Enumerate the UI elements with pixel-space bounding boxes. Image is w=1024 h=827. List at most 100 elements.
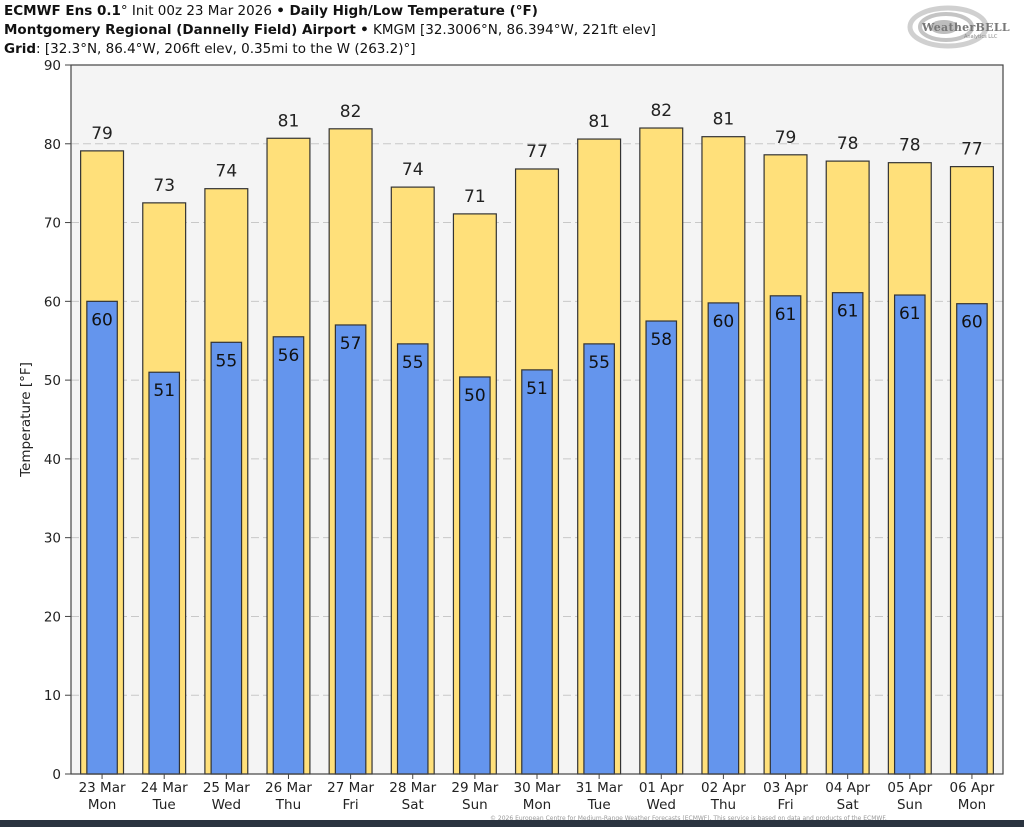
high-temp-label: 78 — [899, 136, 921, 156]
x-tick-date: 30 Mar — [514, 780, 561, 796]
footer-copyright: © 2026 European Centre for Medium-Range … — [490, 815, 887, 822]
low-temp-bar — [707, 302, 740, 775]
x-tick-weekday: Mon — [958, 797, 986, 813]
bottom-bar — [0, 820, 1024, 827]
low-temp-bar — [210, 341, 243, 775]
x-tick-date: 31 Mar — [576, 780, 623, 796]
y-axis-ticks: 0 10 20 30 40 50 60 70 80 90 — [44, 58, 71, 783]
bullet-separator: • — [276, 3, 285, 19]
header-line-2: Montgomery Regional (Dannelly Field) Air… — [4, 21, 656, 40]
x-tick-date: 25 Mar — [203, 780, 250, 796]
low-temp-label: 51 — [153, 381, 175, 401]
high-temp-label: 78 — [837, 134, 859, 154]
low-temp-bar — [272, 336, 305, 775]
high-temp-label: 82 — [340, 102, 362, 122]
model-degree: ° — [120, 3, 128, 19]
grid-info: : [32.3°N, 86.4°W, 206ft elev, 0.35mi to… — [36, 41, 416, 57]
x-tick-date: 26 Mar — [265, 780, 312, 796]
x-tick-date: 28 Mar — [389, 780, 436, 796]
x-tick-weekday: Thu — [710, 797, 736, 813]
high-temp-label: 81 — [588, 112, 610, 132]
y-tick-label: 40 — [44, 452, 61, 468]
high-temp-label: 79 — [775, 128, 797, 148]
station-info: KMGM [32.3006°N, 86.394°W, 221ft elev] — [368, 22, 656, 38]
bullet-separator: • — [360, 22, 369, 38]
low-temp-label: 55 — [216, 351, 238, 371]
low-temp-bar — [645, 320, 678, 775]
high-temp-label: 81 — [278, 111, 300, 131]
x-tick-date: 06 Apr — [950, 780, 995, 796]
low-temp-label: 60 — [961, 313, 983, 333]
high-temp-label: 73 — [153, 176, 175, 196]
y-tick-label: 70 — [44, 216, 61, 232]
x-tick-weekday: Sun — [897, 797, 923, 813]
x-tick-date: 02 Apr — [701, 780, 746, 796]
x-tick-date: 23 Mar — [79, 780, 126, 796]
x-tick-date: 24 Mar — [141, 780, 188, 796]
low-temp-label: 61 — [775, 305, 797, 325]
x-tick-date: 01 Apr — [639, 780, 684, 796]
low-temp-label: 50 — [464, 386, 486, 406]
x-tick-weekday: Tue — [587, 797, 611, 813]
low-temp-label: 51 — [526, 379, 548, 399]
low-temp-bar — [831, 292, 864, 775]
x-tick-weekday: Wed — [647, 797, 676, 813]
y-tick-label: 50 — [44, 373, 61, 389]
low-temp-label: 61 — [899, 304, 921, 324]
x-tick-date: 04 Apr — [825, 780, 870, 796]
x-tick-weekday: Mon — [523, 797, 551, 813]
x-tick-weekday: Fri — [777, 797, 793, 813]
y-tick-label: 0 — [52, 767, 61, 783]
low-temp-bar — [956, 303, 988, 775]
y-tick-label: 60 — [44, 294, 61, 310]
low-temp-label: 57 — [340, 334, 362, 354]
x-tick-date: 27 Mar — [327, 780, 374, 796]
grid-label: Grid — [4, 41, 37, 57]
low-temp-label: 60 — [713, 312, 735, 332]
low-temp-label: 58 — [650, 330, 672, 350]
y-tick-label: 80 — [44, 137, 61, 153]
y-tick-label: 20 — [44, 609, 61, 625]
low-temp-bar — [334, 324, 367, 775]
low-temp-bar — [86, 300, 118, 775]
x-tick-weekday: Sat — [837, 797, 859, 813]
high-temp-label: 81 — [713, 110, 735, 130]
header-line-1: ECMWF Ens 0.1° Init 00z 23 Mar 2026 • Da… — [4, 2, 656, 21]
weatherbell-logo: WeatherBELL Analytics LLC — [906, 3, 1010, 51]
x-tick-weekday: Mon — [88, 797, 116, 813]
x-tick-weekday: Sun — [462, 797, 488, 813]
station-name: Montgomery Regional (Dannelly Field) Air… — [4, 22, 356, 38]
bar-labels: 79 60 73 51 74 55 81 56 82 57 74 55 71 50 77 51 81 55 82 58… — [91, 101, 983, 406]
chart-header: ECMWF Ens 0.1° Init 00z 23 Mar 2026 • Da… — [4, 2, 656, 59]
model-name: ECMWF Ens 0.1 — [4, 3, 121, 19]
high-temp-label: 74 — [402, 160, 424, 180]
low-temp-bar — [521, 369, 553, 775]
high-temp-label: 74 — [216, 162, 238, 182]
low-temp-label: 55 — [588, 353, 610, 373]
init-time: Init 00z 23 Mar 2026 — [127, 3, 277, 19]
x-tick-weekday: Fri — [343, 797, 359, 813]
swirl-icon — [907, 5, 989, 49]
x-tick-weekday: Thu — [275, 797, 301, 813]
y-axis-label: Temperature [°F] — [18, 362, 34, 478]
x-tick-weekday: Wed — [212, 797, 241, 813]
x-tick-date: 29 Mar — [451, 780, 498, 796]
y-tick-label: 30 — [44, 531, 61, 547]
y-tick-label: 90 — [44, 58, 61, 74]
low-temp-bar — [769, 295, 802, 775]
low-temp-label: 55 — [402, 353, 424, 373]
low-temp-bar — [893, 294, 926, 775]
x-tick-date: 03 Apr — [763, 780, 808, 796]
low-temp-label: 61 — [837, 302, 859, 322]
logo-text: WeatherBELL — [922, 21, 1010, 34]
low-temp-bar — [459, 376, 491, 775]
low-temp-label: 60 — [91, 310, 113, 330]
high-temp-label: 79 — [91, 124, 113, 144]
y-tick-label: 10 — [44, 688, 61, 704]
high-temp-label: 77 — [961, 140, 983, 160]
low-temp-bar — [396, 343, 429, 775]
high-temp-label: 82 — [650, 101, 672, 121]
logo-subtext: Analytics LLC — [964, 34, 998, 40]
